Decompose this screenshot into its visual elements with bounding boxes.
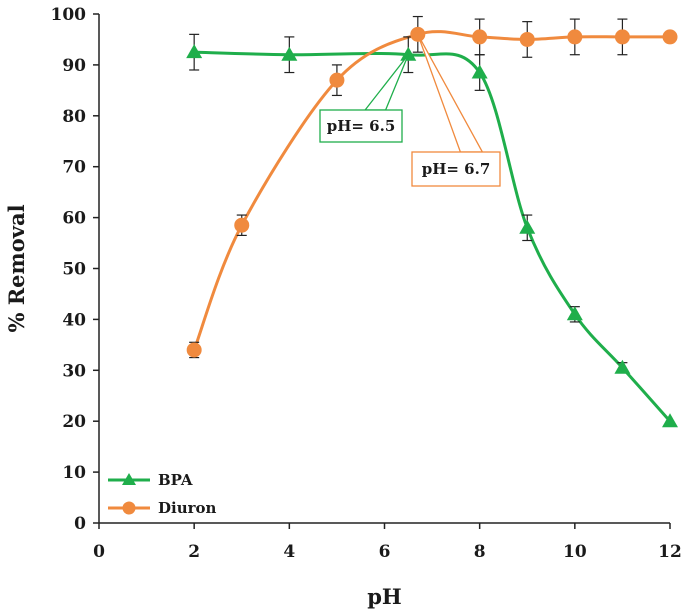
y-tick-label: 60 <box>62 209 86 229</box>
y-tick-label: 40 <box>62 310 86 330</box>
diuron-point <box>186 342 202 358</box>
y-tick-label: 50 <box>62 260 86 280</box>
diuron-point <box>519 31 535 47</box>
y-tick-label: 80 <box>62 107 86 127</box>
diuron-point <box>234 217 250 233</box>
bpa-point <box>281 46 298 61</box>
diuron-point <box>567 29 583 45</box>
y-tick-label: 70 <box>62 158 86 178</box>
error-bars <box>189 15 628 374</box>
x-tick-label: 4 <box>283 542 295 562</box>
legend-item-bpa: BPA <box>108 471 193 489</box>
x-tick-label: 8 <box>474 542 486 562</box>
bpa-point <box>566 306 583 321</box>
legend-label: Diuron <box>158 499 217 517</box>
y-tick-label: 10 <box>62 463 86 483</box>
bpa-point <box>471 64 488 79</box>
legend-item-diuron: Diuron <box>108 499 217 517</box>
y-tick-label: 30 <box>62 361 86 381</box>
annotation-label: pH= 6.7 <box>422 160 491 178</box>
annotation-callout: pH= 6.5 <box>319 54 409 143</box>
y-axis-label: % Removal <box>4 204 29 332</box>
legend-swatch-marker <box>122 473 136 485</box>
diuron-point <box>472 29 488 45</box>
y-tick-label: 0 <box>74 514 86 534</box>
curves <box>192 30 672 423</box>
diuron-point <box>614 29 630 45</box>
annotation-box <box>411 151 501 187</box>
x-axis-label: pH <box>367 584 402 609</box>
y-tick-label: 100 <box>51 5 87 25</box>
legend-swatch-marker <box>122 501 136 515</box>
ticks: 0 10 20 30 40 50 60 70 80 90 100 0 2 4 6 8 10 12 <box>51 5 682 562</box>
annotation-leader <box>363 54 409 111</box>
x-tick-label: 0 <box>93 542 105 562</box>
markers <box>186 26 678 428</box>
diuron-point <box>662 29 678 45</box>
diuron-point <box>329 72 345 88</box>
x-tick-label: 2 <box>188 542 200 562</box>
bpa-line <box>194 50 672 423</box>
annotation-leader <box>417 34 484 153</box>
annotation-callout: pH= 6.7 <box>411 34 501 187</box>
legend-label: BPA <box>158 471 193 489</box>
annotations: pH= 6.5 pH= 6.7 <box>319 34 501 187</box>
bpa-point <box>614 359 631 374</box>
x-tick-label: 10 <box>563 542 587 562</box>
annotation-box <box>319 109 403 143</box>
y-tick-label: 20 <box>62 412 86 432</box>
legend: BPA Diuron <box>108 471 217 517</box>
bpa-point <box>519 219 536 234</box>
x-tick-label: 6 <box>379 542 391 562</box>
bpa-point <box>662 413 678 428</box>
y-tick-label: 90 <box>62 56 86 76</box>
bpa-point <box>400 46 417 61</box>
bpa-point <box>186 44 203 59</box>
x-tick-label: 12 <box>658 542 682 562</box>
diuron-line <box>192 30 670 351</box>
annotation-label: pH= 6.5 <box>327 117 396 135</box>
